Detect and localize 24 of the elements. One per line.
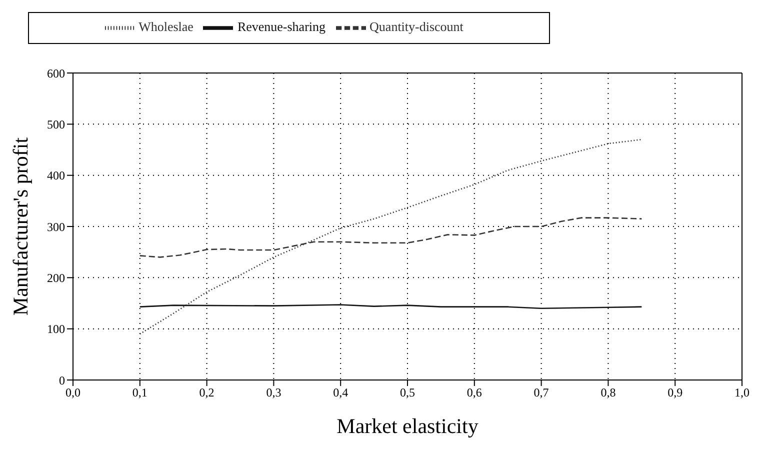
x-axis-title: Market elasticity	[336, 414, 479, 438]
x-tick-label: 0,0	[66, 386, 80, 400]
x-tick-label: 0,1	[132, 386, 148, 400]
line-series	[139, 138, 642, 335]
y-tick-label: 200	[47, 270, 65, 285]
x-tick-label: 0,4	[333, 386, 348, 400]
x-tick-label: 0,7	[534, 386, 549, 400]
x-tick-label: 0,8	[600, 386, 616, 400]
y-tick-label: 400	[47, 168, 65, 183]
x-tick-label: 0,3	[266, 386, 282, 400]
x-tick-label: 0,2	[199, 386, 214, 400]
legend-label: Revenue-sharing	[237, 18, 326, 34]
x-tick-label: 1,0	[734, 386, 750, 400]
x-tick-label: 0,9	[668, 386, 683, 400]
x-tick-label: 0,6	[466, 386, 482, 400]
x-tick-label: 0,5	[400, 386, 415, 400]
legend-label: Wholeslae	[138, 18, 194, 34]
y-tick-label: 600	[47, 66, 65, 80]
legend-label: Quantity-discount	[370, 18, 464, 34]
y-tick-label: 0	[59, 373, 65, 388]
y-tick-label: 100	[47, 322, 65, 336]
y-tick-label: 500	[47, 117, 65, 132]
y-tick-label: 300	[47, 220, 65, 234]
y-axis-title: Manufacturer's profit	[8, 137, 32, 316]
